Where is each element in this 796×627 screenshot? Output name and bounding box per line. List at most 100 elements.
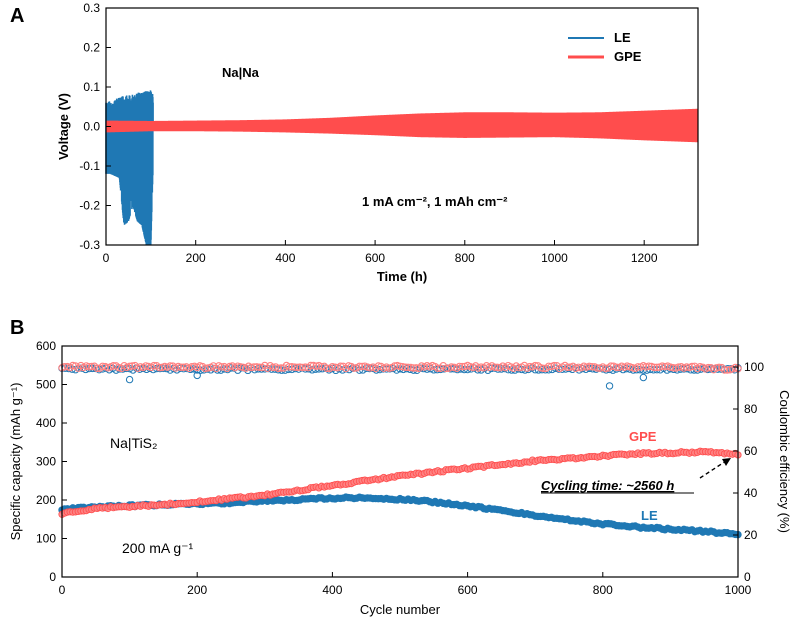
- le-series-label: LE: [641, 508, 658, 523]
- ce-gpe-point: [85, 362, 93, 371]
- ce-gpe-point: [607, 362, 615, 370]
- ce-gpe-point: [155, 363, 164, 372]
- ce-gpe-point: [247, 363, 256, 372]
- ce-gpe-point: [574, 363, 583, 372]
- y-left-axis-title: Specific capacity (mAh g⁻¹): [8, 383, 23, 541]
- ce-gpe-point: [634, 363, 642, 371]
- ce-gpe-point: [317, 362, 326, 371]
- y-left-tick-label: 0: [49, 570, 56, 584]
- x-tick-label: 1000: [725, 583, 752, 597]
- y-tick-label: -0.2: [79, 199, 100, 213]
- y-right-tick-label: 20: [744, 528, 758, 542]
- panel-letter-a: A: [10, 5, 24, 27]
- y-left-tick-label: 400: [36, 416, 56, 430]
- ce-gpe-point: [161, 362, 169, 371]
- ce-gpe-point: [674, 363, 683, 371]
- ce-gpe-point: [536, 364, 545, 372]
- ce-gpe-point: [236, 363, 245, 371]
- ce-gpe-point: [225, 362, 234, 371]
- panel-a: 0 200 400 600 800 1000 1200 -0.3 -0.2 -0.1 0.0 0.1 0…: [56, 1, 699, 284]
- x-tick-label: 600: [365, 251, 385, 265]
- ce-gpe-point: [355, 362, 364, 371]
- panel-b: 0 200 400 600 800 100001002003004005006000204…: [8, 339, 792, 617]
- y-tick-label: 0.0: [83, 120, 100, 134]
- series-gpe-band: [105, 108, 699, 143]
- ce-gpe-point: [526, 362, 534, 371]
- ce-gpe-point: [544, 362, 553, 371]
- ce-gpe-point: [328, 362, 337, 371]
- ce-gpe-point: [331, 363, 339, 371]
- ce-gpe-point: [98, 362, 107, 371]
- ce-gpe-point: [442, 364, 450, 373]
- ce-gpe-point: [409, 364, 418, 372]
- ce-gpe-point: [290, 363, 299, 371]
- series-le-band: [105, 90, 154, 245]
- x-axis-title-a: Time (h): [377, 269, 427, 284]
- x-axis-title-b: Cycle number: [360, 602, 441, 617]
- y-left-tick-label: 600: [36, 339, 56, 353]
- y-right-tick-label: 0: [744, 570, 751, 584]
- x-tick-label: 200: [187, 583, 207, 597]
- cell-annotation-a: Na|Na: [222, 65, 260, 80]
- legend-label-le: LE: [614, 30, 631, 45]
- ce-gpe-point: [653, 363, 661, 372]
- gpe-series-label: GPE: [629, 429, 657, 444]
- x-tick-label: 800: [593, 583, 613, 597]
- cycling-time-arrowhead: [722, 458, 731, 466]
- ce-gpe-point: [628, 363, 637, 372]
- ce-gpe-point: [396, 362, 404, 371]
- ce-gpe-point: [563, 363, 572, 372]
- ce-gpe-point: [125, 362, 134, 371]
- ce-gpe-point: [269, 363, 277, 372]
- ce-gpe-point: [293, 363, 301, 372]
- ce-gpe-point: [720, 366, 729, 374]
- y-right-axis-title: Coulombic efficiency (%): [777, 390, 792, 533]
- ce-gpe-point: [255, 363, 264, 371]
- ce-gpe-point: [217, 363, 226, 371]
- ce-gpe-point: [301, 363, 310, 371]
- ce-gpe-point: [658, 362, 667, 370]
- ce-gpe-point: [298, 363, 307, 372]
- ce-gpe-point: [723, 366, 731, 374]
- ce-gpe-point: [455, 362, 464, 371]
- ce-gpe-point: [323, 364, 331, 373]
- x-tick-label: 200: [186, 251, 206, 265]
- x-tick-label: 800: [455, 251, 475, 265]
- ce-gpe-point: [285, 363, 293, 371]
- ce-gpe-point: [669, 364, 677, 372]
- ce-gpe-point: [274, 364, 283, 373]
- x-tick-label: 1000: [541, 251, 568, 265]
- x-tick-label: 400: [275, 251, 295, 265]
- ce-gpe-point: [307, 361, 315, 370]
- ce-gpe-point: [585, 362, 594, 371]
- y-right-tick-label: 100: [744, 360, 764, 374]
- ce-gpe-point: [288, 362, 296, 371]
- y-tick-label: -0.3: [79, 238, 100, 252]
- panel-letter-b: B: [10, 317, 24, 339]
- ce-gpe-point: [390, 362, 399, 370]
- y-right-tick-label: 40: [744, 486, 758, 500]
- ce-gpe-point: [296, 363, 304, 371]
- cycling-time-annotation: Cycling time: ~2560 h: [541, 478, 674, 493]
- ce-gpe-point: [201, 364, 210, 373]
- ce-gpe-point: [252, 363, 261, 371]
- x-tick-label: 1200: [631, 251, 658, 265]
- ce-le-outlier: [193, 371, 201, 380]
- ce-gpe-point: [493, 363, 502, 372]
- ce-gpe-point: [179, 363, 188, 372]
- ce-gpe-point: [588, 363, 596, 371]
- ce-gpe-point: [645, 362, 653, 370]
- rate-annotation: 200 mA g⁻¹: [122, 540, 194, 556]
- ce-gpe-point: [404, 363, 412, 372]
- x-tick-label: 600: [458, 583, 478, 597]
- ce-gpe-point: [358, 362, 366, 371]
- ce-gpe-point: [650, 363, 658, 372]
- y-left-tick-label: 500: [36, 378, 56, 392]
- y-right-tick-label: 80: [744, 402, 758, 416]
- y-left-tick-label: 200: [36, 493, 56, 507]
- x-tick-label: 0: [103, 251, 110, 265]
- ce-le-point: [227, 364, 235, 372]
- ce-gpe-point: [661, 362, 669, 371]
- y-left-tick-label: 100: [36, 532, 56, 546]
